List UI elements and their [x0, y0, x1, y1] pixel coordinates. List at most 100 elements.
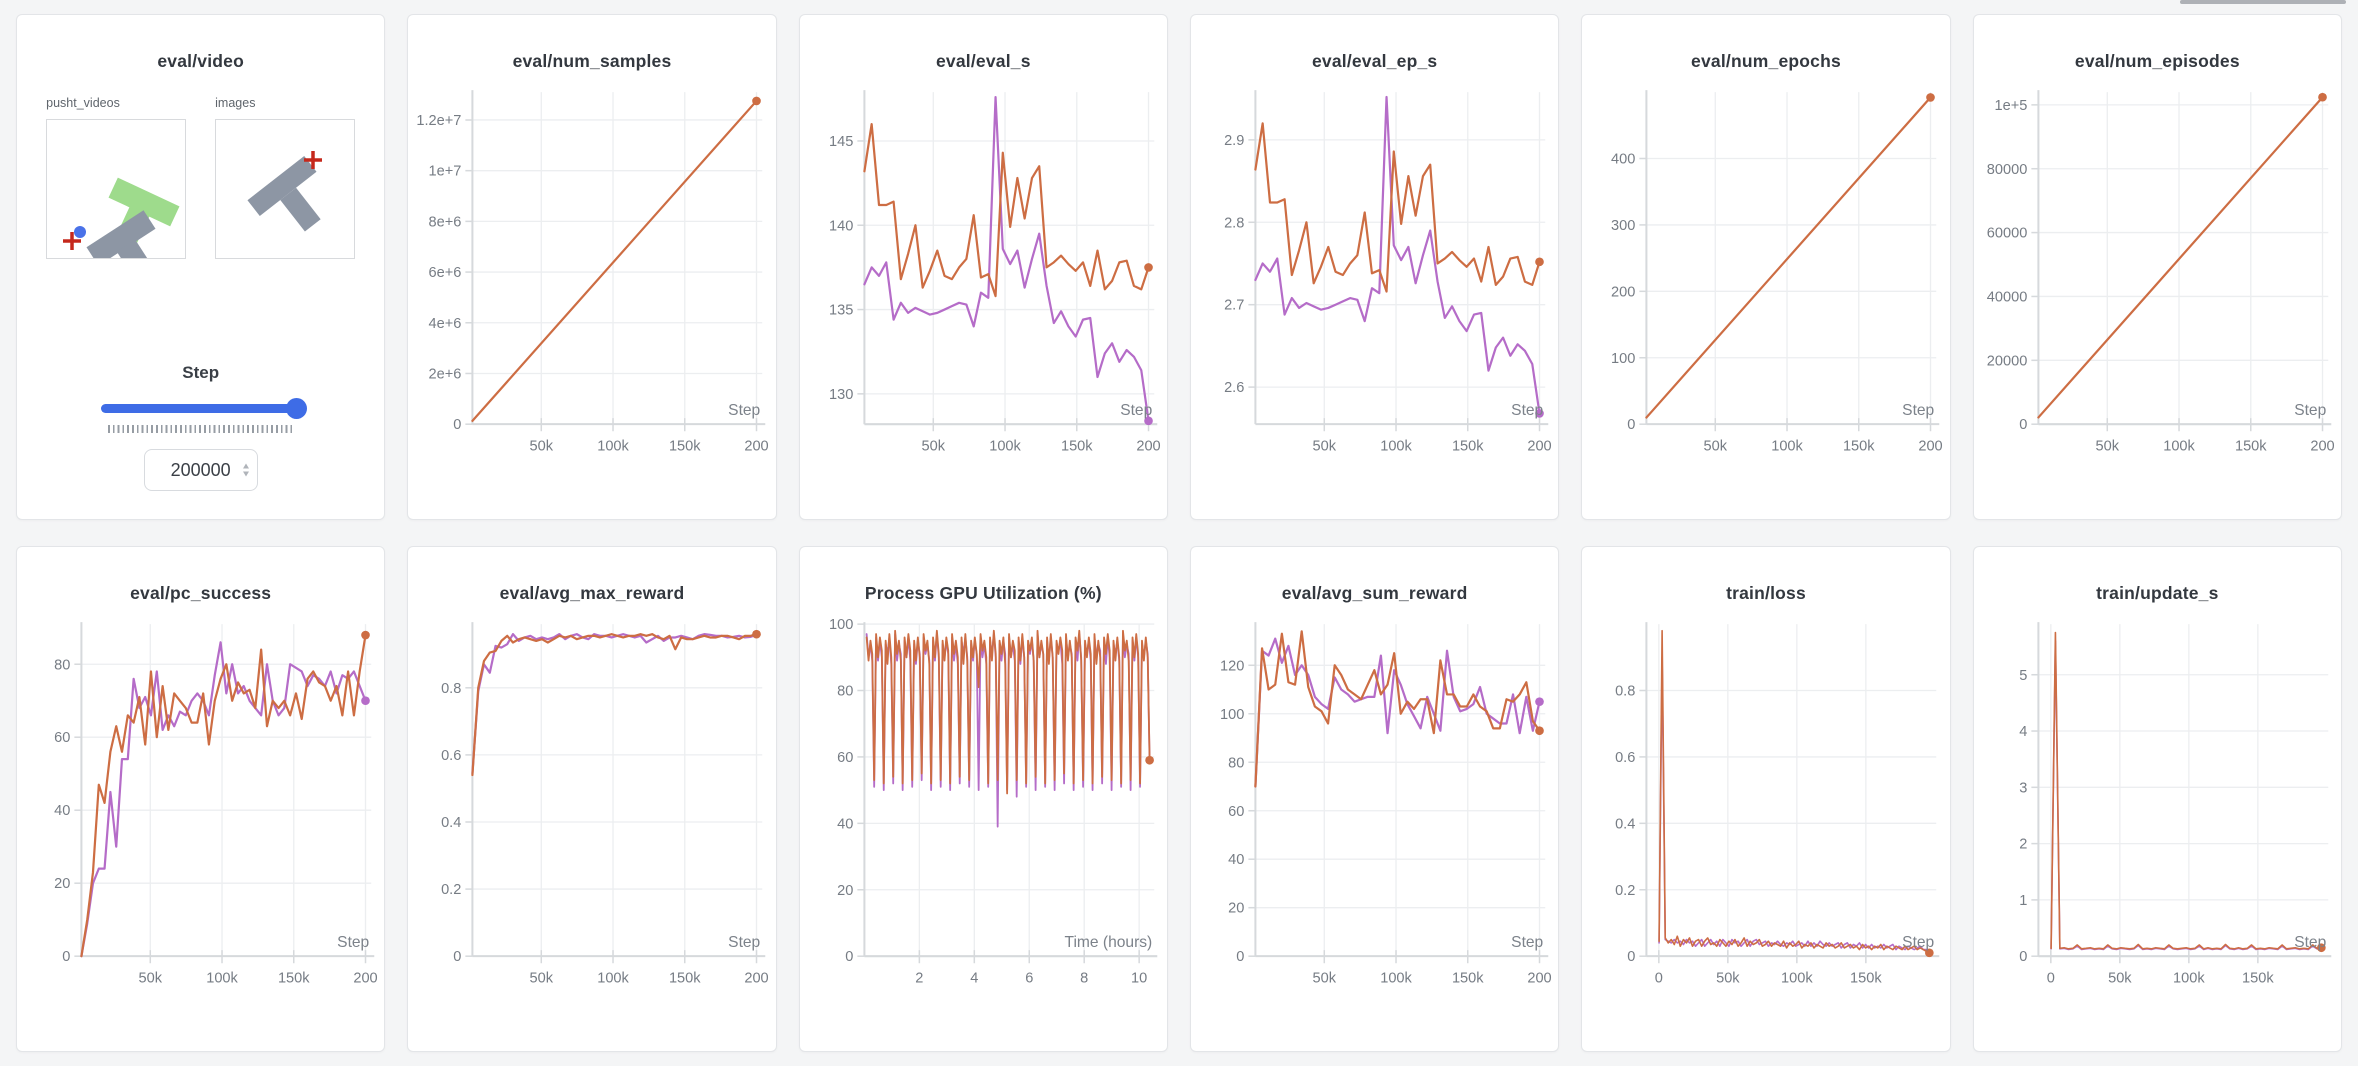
svg-text:1.2e+7: 1.2e+7 [417, 113, 462, 129]
svg-text:2: 2 [915, 970, 923, 986]
svg-text:100k: 100k [1781, 970, 1813, 986]
svg-text:100k: 100k [2163, 438, 2195, 454]
images-thumbnail[interactable] [215, 119, 356, 259]
svg-text:60000: 60000 [1986, 226, 2027, 242]
svg-text:100: 100 [1611, 351, 1635, 367]
chart-plot[interactable]: 0 100 200 300 400 50k 100k 150k 200 Step [1582, 80, 1949, 483]
svg-text:2.8: 2.8 [1224, 215, 1244, 231]
svg-text:100k: 100k [1772, 438, 1804, 454]
svg-text:6e+6: 6e+6 [429, 265, 462, 281]
chart-title: eval/eval_s [936, 51, 1031, 71]
step-slider-label: Step [182, 363, 220, 382]
svg-text:0: 0 [1655, 970, 1663, 986]
svg-text:0.2: 0.2 [1615, 883, 1635, 899]
svg-text:100k: 100k [2173, 970, 2205, 986]
svg-text:50k: 50k [2108, 970, 2132, 986]
chart-panel-eval-num-samples: eval/num_samples 0 2e+6 4e+6 6e+6 8e+6 1e+7 1.2… [407, 14, 777, 520]
svg-text:Step: Step [2294, 402, 2326, 419]
svg-text:200: 200 [1611, 284, 1635, 300]
svg-text:4: 4 [2019, 724, 2027, 740]
svg-text:40: 40 [54, 803, 70, 819]
svg-text:150k: 150k [1061, 438, 1093, 454]
svg-text:200: 200 [353, 970, 377, 986]
svg-text:4: 4 [970, 970, 978, 986]
chart-plot[interactable]: 0 2e+6 4e+6 6e+6 8e+6 1e+7 1.2e+7 50k 100k 150k 20… [408, 80, 775, 483]
chart-title: train/loss [1726, 583, 1806, 603]
svg-text:100: 100 [829, 617, 853, 633]
chart-plot[interactable]: 0 1 2 3 4 5 0 50k 100k 150k Step [1974, 612, 2341, 1015]
svg-text:100k: 100k [989, 438, 1021, 454]
svg-text:1e+7: 1e+7 [429, 164, 462, 180]
step-control: Step [17, 363, 384, 491]
svg-text:0.6: 0.6 [1615, 750, 1635, 766]
svg-text:0.6: 0.6 [441, 748, 461, 764]
svg-text:20: 20 [54, 876, 70, 892]
svg-text:0: 0 [454, 417, 462, 433]
svg-text:0.8: 0.8 [441, 681, 461, 697]
svg-text:150k: 150k [1452, 970, 1484, 986]
svg-text:8: 8 [1080, 970, 1088, 986]
chart-plot[interactable]: 0 20 40 60 80 100 120 50k 100k 150k 200 Step [1191, 612, 1558, 1015]
svg-text:50k: 50k [530, 438, 554, 454]
horizontal-scrollbar[interactable] [2180, 0, 2346, 4]
svg-text:Step: Step [1120, 402, 1152, 419]
chart-plot[interactable]: 0 0.2 0.4 0.6 0.8 0 50k 100k 150k Step [1582, 612, 1949, 1015]
chart-panel-train-update-s: train/update_s 0 1 2 3 4 5 0 50k 100k 150k Step [1972, 546, 2342, 1052]
chart-title: eval/avg_sum_reward [1281, 583, 1468, 603]
svg-text:40: 40 [1228, 852, 1244, 868]
step-slider[interactable] [100, 398, 307, 420]
chart-title: eval/num_episodes [2074, 51, 2240, 71]
chart-plot[interactable]: 0 0.2 0.4 0.6 0.8 50k 100k 150k 200 Step [408, 612, 775, 1015]
svg-text:100k: 100k [598, 970, 630, 986]
spinner-up-icon[interactable] [242, 463, 249, 469]
svg-text:Step: Step [2294, 934, 2326, 951]
svg-text:200: 200 [2310, 438, 2334, 454]
svg-text:80: 80 [1228, 755, 1244, 771]
chart-panel-process-gpu-utilization: Process GPU Utilization (%) 0 20 40 60 80 100 2… [798, 546, 1168, 1052]
svg-text:120: 120 [1220, 658, 1244, 674]
svg-text:Step: Step [729, 402, 761, 419]
svg-text:200: 200 [1527, 438, 1551, 454]
chart-panel-eval-pc-success: eval/pc_success 0 20 40 60 80 50k 100k 150k 200 St… [16, 546, 386, 1052]
chart-plot[interactable]: 0 20 40 60 80 100 2 4 6 8 10 Time (hours) [800, 612, 1167, 1015]
svg-text:200: 200 [1527, 970, 1551, 986]
svg-text:200: 200 [745, 438, 769, 454]
svg-text:130: 130 [829, 387, 853, 403]
svg-text:0: 0 [1628, 949, 1636, 965]
svg-text:80: 80 [54, 657, 70, 673]
svg-text:150k: 150k [278, 970, 310, 986]
svg-text:2e+6: 2e+6 [429, 367, 462, 383]
svg-text:150k: 150k [2235, 438, 2267, 454]
chart-plot[interactable]: 0 20 40 60 80 50k 100k 150k 200 Step [17, 612, 384, 1015]
svg-text:150k: 150k [1850, 970, 1882, 986]
chart-plot[interactable]: 0 20000 40000 60000 80000 1e+5 50k 100k 150k 200 S… [1974, 80, 2341, 483]
svg-text:2.9: 2.9 [1224, 133, 1244, 149]
chart-plot[interactable]: 2.6 2.7 2.8 2.9 50k 100k 150k 200 Step [1191, 80, 1558, 483]
svg-text:20: 20 [1228, 901, 1244, 917]
pusht-scene-icon [63, 177, 180, 282]
slider-thumb[interactable] [285, 398, 307, 419]
spinner-down-icon[interactable] [242, 471, 249, 477]
svg-text:150k: 150k [2242, 970, 2274, 986]
chart-plot[interactable]: 130 135 140 145 50k 100k 150k 200 Step [800, 80, 1167, 483]
svg-text:150k: 150k [1452, 438, 1484, 454]
media-row: pusht_videos [17, 96, 384, 282]
svg-text:150k: 150k [669, 438, 701, 454]
svg-text:50k: 50k [2095, 438, 2119, 454]
pusht-video-thumbnail[interactable] [46, 119, 187, 282]
step-input[interactable] [160, 458, 241, 482]
svg-text:60: 60 [1228, 804, 1244, 820]
media-caption: pusht_videos [46, 96, 120, 110]
svg-text:Step: Step [1511, 402, 1543, 419]
svg-text:2.6: 2.6 [1224, 380, 1244, 396]
chart-panel-eval-avg-max-reward: eval/avg_max_reward 0 0.2 0.4 0.6 0.8 50k 100k 1… [407, 546, 777, 1052]
chart-title: eval/num_epochs [1691, 51, 1841, 71]
chart-title: eval/num_samples [512, 51, 672, 71]
slider-track[interactable] [100, 404, 301, 413]
chart-panel-eval-eval-ep-s: eval/eval_ep_s 2.6 2.7 2.8 2.9 50k 100k 150k 200… [1190, 14, 1560, 520]
svg-text:50k: 50k [1716, 970, 1740, 986]
svg-text:60: 60 [54, 730, 70, 746]
svg-text:100: 100 [1220, 707, 1244, 723]
svg-text:50k: 50k [1313, 970, 1337, 986]
